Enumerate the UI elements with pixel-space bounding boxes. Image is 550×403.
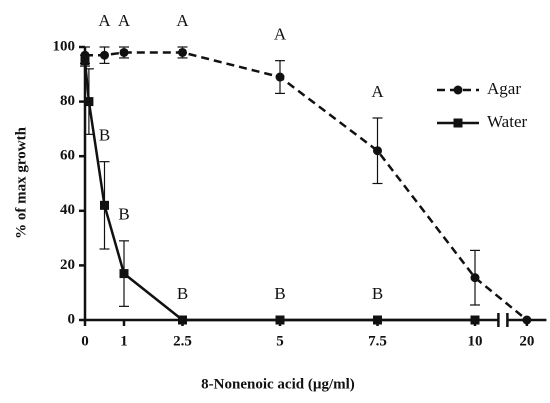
significance-label: B bbox=[177, 284, 188, 303]
data-point bbox=[275, 315, 285, 325]
significance-label: A bbox=[371, 82, 384, 101]
data-point bbox=[470, 273, 480, 283]
x-tick-label: 5 bbox=[276, 333, 284, 349]
significance-label: A bbox=[274, 25, 287, 44]
y-tick-label: 20 bbox=[60, 257, 75, 273]
x-tick-label: 0 bbox=[81, 333, 89, 349]
data-point bbox=[80, 56, 90, 66]
y-tick-label: 100 bbox=[53, 38, 76, 54]
data-point bbox=[84, 97, 94, 107]
x-tick-label: 1 bbox=[120, 333, 128, 349]
data-point bbox=[275, 72, 285, 82]
data-point bbox=[373, 146, 382, 156]
significance-label: A bbox=[98, 11, 111, 30]
y-axis-label: % of max growth bbox=[13, 126, 29, 238]
significance-label: A bbox=[176, 11, 189, 30]
x-tick-label: 2.5 bbox=[173, 333, 192, 349]
x-tick-label: 20 bbox=[519, 333, 534, 349]
legend-marker bbox=[453, 118, 463, 128]
y-tick-label: 40 bbox=[60, 202, 75, 218]
data-point bbox=[100, 200, 109, 210]
significance-label: B bbox=[118, 205, 129, 224]
series-line bbox=[83, 60, 475, 322]
legend-label: Water bbox=[487, 112, 527, 131]
y-tick-label: 60 bbox=[60, 148, 75, 164]
significance-label: B bbox=[99, 126, 110, 145]
data-point bbox=[119, 47, 129, 57]
series-line bbox=[85, 51, 528, 321]
legend-label: Agar bbox=[487, 79, 521, 98]
data-point bbox=[100, 50, 109, 60]
data-point bbox=[119, 269, 129, 279]
x-tick-label: 7.5 bbox=[368, 333, 387, 349]
significance-label: B bbox=[274, 284, 285, 303]
y-tick-label: 0 bbox=[68, 311, 76, 327]
data-point bbox=[178, 315, 187, 325]
x-axis-label: 8-Nonenoic acid (µg/ml) bbox=[201, 376, 355, 392]
data-point bbox=[373, 315, 382, 325]
data-point bbox=[470, 315, 480, 325]
legend-marker bbox=[453, 85, 463, 95]
y-tick-label: 80 bbox=[60, 93, 75, 109]
x-tick-label: 10 bbox=[468, 333, 483, 349]
significance-label: B bbox=[372, 284, 383, 303]
data-point bbox=[522, 315, 532, 325]
data-point bbox=[178, 47, 187, 57]
significance-label: A bbox=[118, 11, 131, 30]
